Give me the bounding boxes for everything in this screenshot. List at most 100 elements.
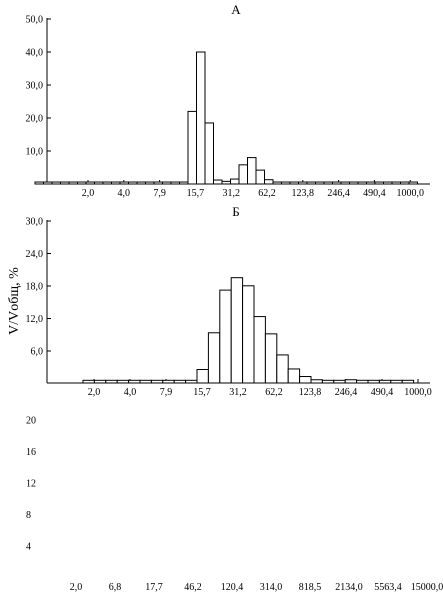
a-bar: [153, 181, 163, 185]
a-bar: [281, 181, 291, 185]
a-bar: [238, 164, 248, 185]
a-bar: [145, 181, 155, 185]
b-y-tick-label: 12,0: [26, 314, 44, 325]
a-bar: [289, 181, 299, 185]
b-bar: [230, 277, 244, 384]
a-x-tick-label: 15,7: [187, 188, 205, 199]
b-x-tick-label: 490,4: [371, 387, 394, 398]
c-x-tick-label: 46,2: [184, 582, 202, 593]
a-bar: [170, 181, 180, 185]
a-bar: [85, 181, 95, 185]
b-bar: [82, 379, 95, 384]
a-bar: [264, 179, 274, 185]
a-bar: [255, 169, 265, 185]
b-bar: [264, 333, 278, 384]
c-x-tick-label: 2,0: [70, 582, 83, 593]
b-x-tick-label: 246,4: [335, 387, 358, 398]
a-bar: [221, 180, 231, 185]
a-bar: [77, 181, 87, 185]
a-bar: [306, 181, 316, 185]
a-bar: [204, 122, 214, 185]
a-bar: [272, 181, 282, 185]
a-bar: [247, 157, 257, 185]
a-bar: [366, 181, 376, 185]
a-x-tick-label: 123,8: [292, 188, 315, 199]
a-x-tick-label: 246,4: [327, 188, 350, 199]
b-bar: [139, 379, 152, 384]
panel-a-title: А: [231, 2, 241, 17]
b-y-tick-label: 24,0: [26, 249, 44, 260]
a-bar: [162, 181, 172, 185]
b-bar: [162, 379, 175, 384]
a-x-tick-label: 62,2: [258, 188, 276, 199]
b-y-tick-label: 18,0: [26, 282, 44, 293]
b-x-tick-label: 2,0: [88, 387, 101, 398]
a-bar: [43, 181, 53, 185]
a-bar: [391, 181, 401, 185]
a-bar: [323, 181, 333, 185]
c-y-tick-label: 4: [26, 542, 31, 553]
b-bar: [185, 379, 198, 384]
a-bar: [34, 181, 44, 185]
b-bar: [150, 379, 164, 384]
c-x-tick-label: 5563,4: [374, 582, 402, 593]
a-bar: [111, 181, 121, 185]
b-x-tick-label: 62,2: [265, 387, 283, 398]
a-bar: [196, 51, 206, 185]
c-x-tick-label: 314,0: [260, 582, 283, 593]
a-bar: [68, 181, 78, 185]
b-x-tick-label: 31,2: [229, 387, 247, 398]
a-y-tick-label: 50,0: [26, 15, 44, 26]
c-x-tick-label: 818,5: [299, 582, 322, 593]
b-bar: [299, 376, 312, 384]
b-bar: [401, 379, 415, 384]
b-bar: [276, 354, 289, 384]
b-bar: [207, 332, 221, 384]
b-y-tick-label: 6,0: [31, 347, 44, 358]
b-bar: [128, 379, 141, 384]
c-y-tick-label: 20: [26, 416, 36, 427]
b-x-tick-label: 4,0: [124, 387, 137, 398]
b-bar: [333, 379, 346, 384]
c-x-tick-label: 6,8: [109, 582, 122, 593]
a-bar: [179, 181, 189, 185]
a-bar: [383, 181, 393, 185]
a-bar: [357, 181, 367, 185]
b-bar: [367, 379, 380, 384]
b-bar: [390, 379, 403, 384]
b-bar: [253, 316, 266, 384]
b-bar: [242, 285, 255, 384]
a-bar: [298, 181, 308, 185]
a-x-tick-label: 7,9: [153, 188, 166, 199]
b-x-tick-label: 1000,0: [404, 387, 432, 398]
b-bar: [219, 289, 232, 384]
a-bar: [315, 181, 325, 185]
a-x-tick-label: 2,0: [82, 188, 95, 199]
a-x-tick-label: 4,0: [118, 188, 131, 199]
a-x-tick-label: 1000,0: [396, 188, 424, 199]
a-y-tick-label: 20,0: [26, 114, 44, 125]
b-bar: [356, 379, 369, 384]
b-bar: [321, 379, 335, 384]
c-y-tick-label: 16: [26, 447, 36, 458]
panel-c: 20 16 12 8 4 2,0 6,8 17,7 46,2 120,4 314,0 818,5 21…: [26, 416, 443, 594]
a-bar: [94, 181, 104, 185]
a-bar: [213, 179, 223, 185]
a-bar: [51, 181, 61, 185]
a-bar: [187, 110, 197, 185]
a-bar: [230, 178, 240, 185]
b-y-tick-label: 30,0: [26, 217, 44, 228]
b-x-tick-label: 123,8: [299, 387, 322, 398]
b-bar: [196, 369, 209, 384]
a-bar: [374, 181, 384, 185]
a-x-tick-label: 490,4: [363, 188, 386, 199]
a-bar: [136, 181, 146, 185]
c-y-tick-label: 12: [26, 479, 36, 490]
a-y-tick-label: 30,0: [26, 81, 44, 92]
b-bar: [116, 379, 130, 384]
a-bar: [60, 181, 70, 185]
panel-b: Б V/Vобщ, % 30,0 24,0 18,0 12,0 6,0 2,0 4,0 7,…: [7, 204, 432, 398]
b-bar: [344, 379, 358, 384]
panel-a: А 50,0 40,0 30,0 20,0 10,0 2,0 4,0 7,9 15,7 31,2…: [26, 2, 430, 199]
